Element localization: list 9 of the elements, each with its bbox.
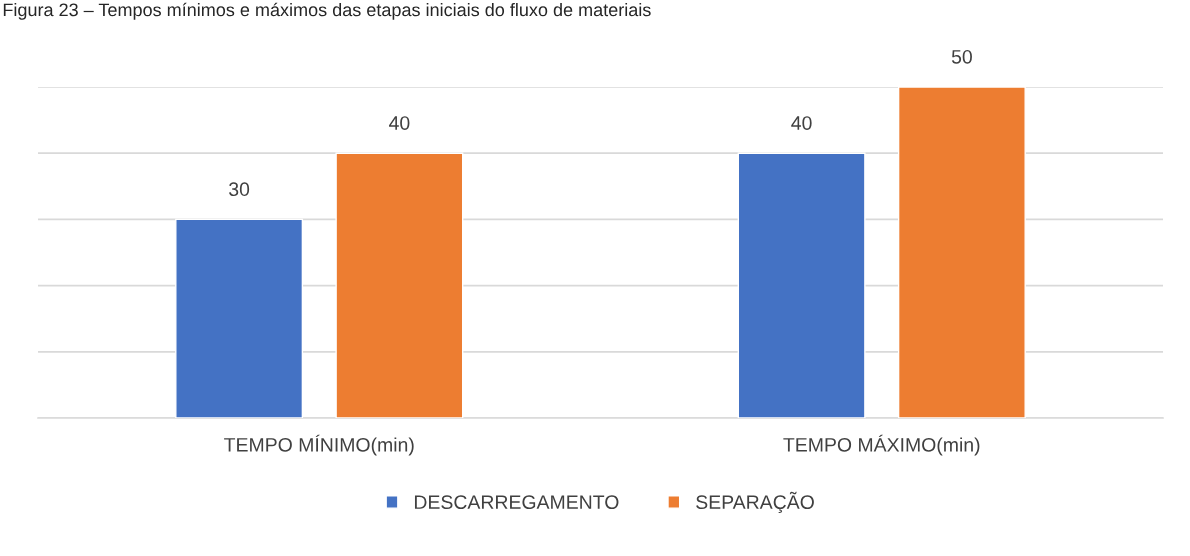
legend-label: DESCARREGAMENTO: [414, 495, 619, 510]
data-label: 40: [389, 116, 410, 130]
legend-label: SEPARAÇÃO: [696, 491, 814, 513]
x-tick-label: TEMPO MÁXIMO(min): [783, 434, 980, 456]
chart-title: Figura 23 – Tempos mínimos e máximos das etapas iniciais do fluxo de materiais: [3, 2, 651, 20]
data-label: 30: [229, 182, 250, 197]
x-tick-label: TEMPO MÍNIMO(min): [224, 434, 414, 456]
data-label: 50: [951, 49, 972, 64]
data-label: 40: [791, 116, 812, 130]
